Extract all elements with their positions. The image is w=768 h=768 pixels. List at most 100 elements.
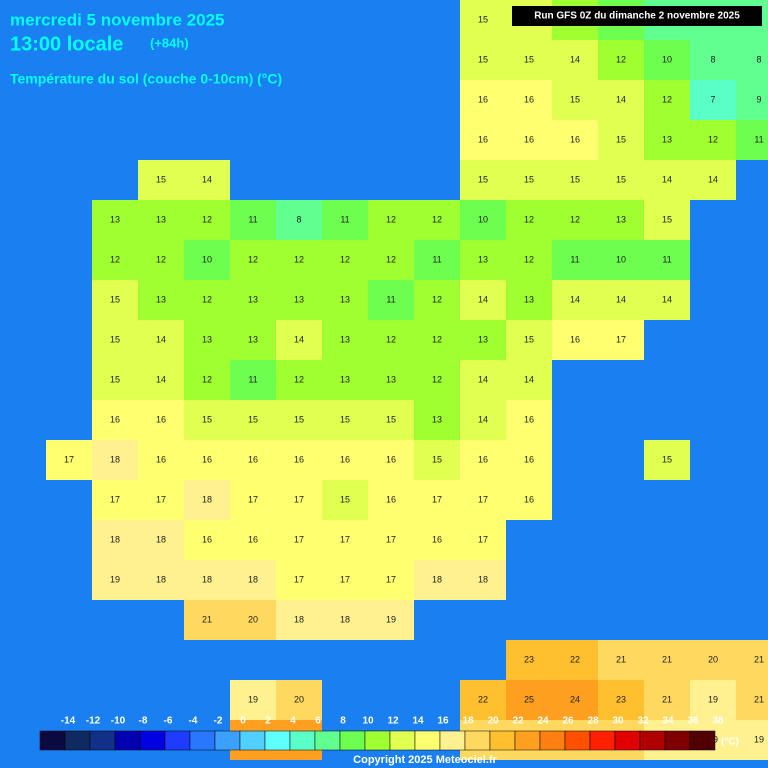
- cell-value: 14: [662, 294, 672, 304]
- run-box: [512, 6, 762, 26]
- cell-value: 21: [616, 654, 626, 664]
- land-cell: [230, 440, 276, 480]
- land-cell: [230, 400, 276, 440]
- land-cell: [368, 480, 414, 520]
- land-cell: [506, 640, 552, 680]
- cell-value: 16: [478, 454, 488, 464]
- land-cell: [690, 640, 736, 680]
- land-cell: [598, 200, 644, 240]
- cell-value: 12: [432, 214, 442, 224]
- cell-value: 15: [248, 414, 258, 424]
- cell-value: 12: [202, 374, 212, 384]
- cell-value: 19: [248, 694, 258, 704]
- cell-value: 15: [616, 134, 626, 144]
- cell-value: 12: [248, 254, 258, 264]
- cell-value: 16: [294, 454, 304, 464]
- land-cell: [506, 120, 552, 160]
- land-cell: [276, 240, 322, 280]
- legend-label: -12: [86, 716, 101, 727]
- land-cell: [230, 200, 276, 240]
- land-cell: [368, 560, 414, 600]
- land-cell: [552, 320, 598, 360]
- legend-swatch: [114, 730, 141, 751]
- land-cell: [138, 440, 184, 480]
- land-cell: [414, 320, 460, 360]
- cell-value: 18: [202, 574, 212, 584]
- land-cell: [322, 600, 368, 640]
- cell-value: 12: [432, 374, 442, 384]
- cell-value: 13: [524, 294, 534, 304]
- land-cell: [184, 240, 230, 280]
- legend-swatch: [439, 730, 466, 751]
- land-cell: [644, 160, 690, 200]
- land-cell: [276, 440, 322, 480]
- cell-value: 16: [478, 134, 488, 144]
- land-cell: [138, 320, 184, 360]
- legend-swatch: [464, 730, 491, 751]
- land-cell: [644, 640, 690, 680]
- lead: (+84h): [150, 35, 189, 50]
- legend-label: -2: [214, 716, 223, 727]
- cell-value: 13: [248, 294, 258, 304]
- cell-value: 19: [754, 734, 764, 744]
- land-cell: [414, 440, 460, 480]
- cell-value: 16: [570, 134, 580, 144]
- legend-label: 26: [562, 716, 574, 727]
- cell-value: 16: [386, 494, 396, 504]
- land-cell: [322, 320, 368, 360]
- land-cell: [230, 680, 276, 720]
- land-cell: [368, 600, 414, 640]
- legend-label: 6: [315, 716, 321, 727]
- land-cell: [368, 520, 414, 560]
- cell-value: 16: [524, 454, 534, 464]
- legend-swatch: [614, 730, 641, 751]
- cell-value: 16: [156, 454, 166, 464]
- legend-swatch: [239, 730, 266, 751]
- legend-swatch: [639, 730, 666, 751]
- land-cell: [184, 440, 230, 480]
- land-cell: [506, 360, 552, 400]
- land-cell: [230, 560, 276, 600]
- land-cell: [736, 680, 768, 720]
- cell-value: 15: [524, 174, 534, 184]
- cell-value: 16: [386, 454, 396, 464]
- cell-value: 14: [294, 334, 304, 344]
- land-cell: [644, 240, 690, 280]
- cell-value: 13: [478, 334, 488, 344]
- cell-value: 17: [294, 574, 304, 584]
- cell-value: 13: [386, 374, 396, 384]
- cell-value: 14: [708, 174, 718, 184]
- cell-value: 15: [110, 374, 120, 384]
- land-cell: [552, 200, 598, 240]
- land-cell: [644, 80, 690, 120]
- cell-value: 12: [616, 54, 626, 64]
- cell-value: 12: [708, 134, 718, 144]
- land-cell: [598, 280, 644, 320]
- cell-value: 16: [156, 414, 166, 424]
- cell-value: 18: [248, 574, 258, 584]
- legend-swatch: [489, 730, 516, 751]
- land-cell: [184, 280, 230, 320]
- legend-swatch: [164, 730, 191, 751]
- copyright: Copyright 2025 Meteociel.fr: [353, 754, 497, 766]
- cell-value: 11: [662, 254, 671, 264]
- cell-value: 13: [616, 214, 626, 224]
- cell-value: 16: [432, 534, 442, 544]
- cell-value: 21: [202, 614, 212, 624]
- legend-swatch: [364, 730, 391, 751]
- land-cell: [230, 360, 276, 400]
- cell-value: 19: [110, 574, 120, 584]
- cell-value: 15: [478, 14, 488, 24]
- cell-value: 11: [570, 254, 579, 264]
- cell-value: 17: [294, 534, 304, 544]
- legend-label: 10: [362, 716, 374, 727]
- land-cell: [644, 200, 690, 240]
- land-cell: [138, 480, 184, 520]
- cell-value: 12: [156, 254, 166, 264]
- cell-value: 14: [570, 54, 580, 64]
- cell-value: 12: [340, 254, 350, 264]
- land-cell: [46, 440, 92, 480]
- cell-value: 15: [478, 174, 488, 184]
- land-cell: [552, 120, 598, 160]
- legend-label: 28: [587, 716, 599, 727]
